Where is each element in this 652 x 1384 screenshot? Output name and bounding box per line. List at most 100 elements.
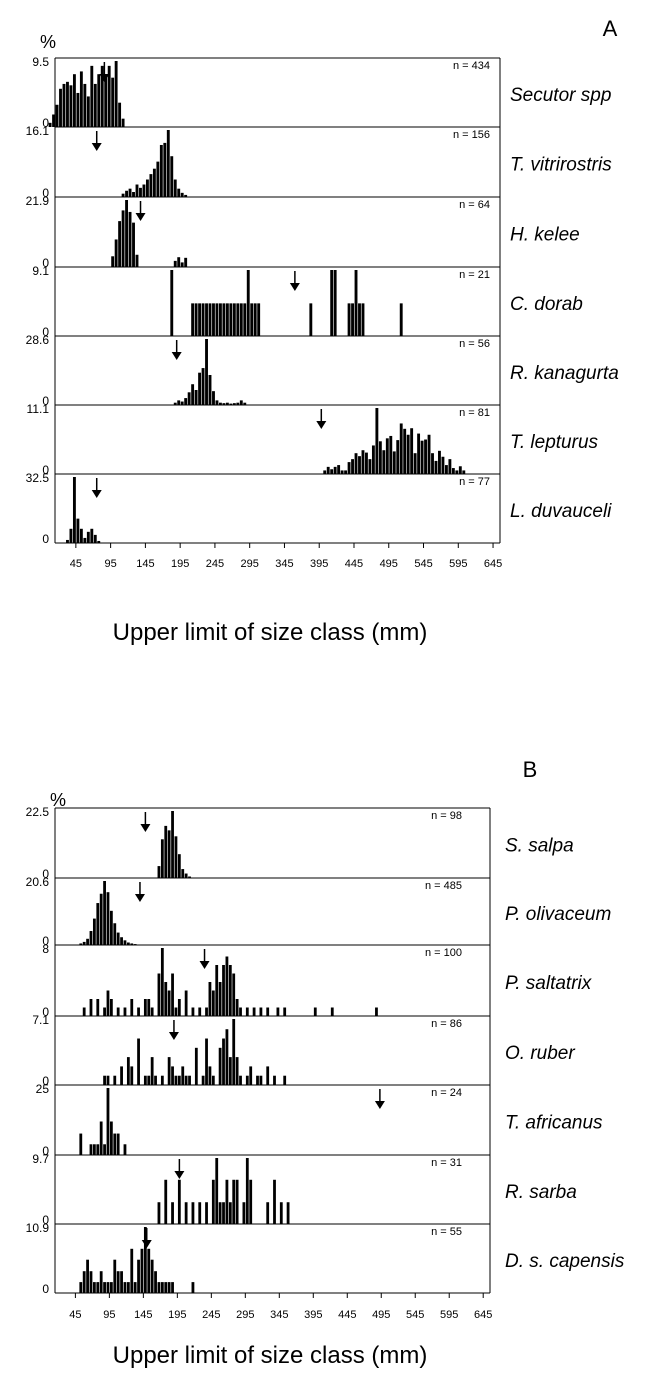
- subplot-t-africanus: 25 0 n = 24 T. africanus: [36, 1082, 603, 1158]
- x-tick-label: 445: [338, 1309, 356, 1321]
- bar: [160, 839, 164, 878]
- bar: [116, 1007, 120, 1016]
- subplot-l-duvauceli: 32.5 0 n = 77 L. duvauceli: [26, 471, 613, 546]
- bar: [177, 999, 181, 1016]
- bar: [83, 537, 87, 543]
- sample-size-label: n = 156: [453, 129, 490, 141]
- bar: [441, 456, 445, 474]
- bar: [121, 193, 125, 197]
- bar: [171, 1282, 174, 1293]
- bar: [218, 402, 222, 405]
- x-tick-label: 445: [345, 558, 363, 570]
- bar: [118, 102, 122, 127]
- bar: [121, 118, 125, 127]
- bar: [103, 1075, 106, 1085]
- bar: [130, 999, 134, 1016]
- subplot-r-sarba: 9.7 0 n = 31 R. sarba: [32, 1152, 577, 1227]
- bar: [330, 1007, 334, 1016]
- bar: [96, 1282, 100, 1293]
- bar: [191, 384, 195, 405]
- species-label: Secutor spp: [510, 85, 611, 106]
- bar: [104, 77, 108, 127]
- bar: [123, 1007, 127, 1016]
- bar: [103, 881, 106, 945]
- bar: [232, 303, 236, 336]
- x-tick-label: 145: [134, 1309, 152, 1321]
- bar: [86, 1259, 89, 1293]
- bar: [89, 1144, 93, 1155]
- bar: [126, 1057, 130, 1085]
- bar: [188, 1075, 191, 1085]
- bar: [76, 518, 80, 543]
- bar: [354, 453, 358, 474]
- y-min-label: 0: [42, 394, 49, 408]
- bar: [86, 531, 90, 543]
- bar: [149, 174, 153, 197]
- bar: [375, 408, 379, 474]
- bar: [382, 450, 386, 474]
- bar: [259, 1007, 263, 1016]
- bar: [109, 999, 113, 1016]
- bar: [218, 303, 222, 336]
- bar: [184, 398, 188, 405]
- bar: [208, 303, 212, 336]
- y-min-label: 0: [42, 1005, 49, 1019]
- bar: [86, 938, 89, 945]
- bar: [239, 1075, 242, 1085]
- bar: [438, 450, 441, 474]
- bar: [147, 1248, 151, 1293]
- bar: [92, 1282, 96, 1293]
- x-tick-label: 645: [474, 1309, 492, 1321]
- bar: [79, 528, 83, 543]
- species-label: L. duvauceli: [510, 501, 612, 522]
- bar: [120, 937, 123, 945]
- species-label: P. olivaceum: [505, 904, 611, 925]
- bar: [128, 188, 132, 197]
- bar: [69, 85, 73, 127]
- bar: [245, 1158, 249, 1224]
- bar: [365, 452, 368, 474]
- y-max-label: 7.1: [32, 1013, 49, 1027]
- y-max-label: 32.5: [26, 471, 50, 485]
- bar: [174, 836, 178, 878]
- sample-size-label: n = 485: [425, 880, 462, 892]
- bar: [137, 1259, 140, 1293]
- bar: [62, 83, 66, 127]
- y-min-label: 0: [42, 256, 49, 270]
- y-max-label: 20.6: [26, 875, 50, 889]
- bar: [201, 1075, 205, 1085]
- bar: [410, 428, 414, 474]
- sample-size-label: n = 81: [459, 407, 490, 419]
- bar: [417, 433, 421, 474]
- bar: [147, 1075, 151, 1085]
- sample-size-label: n = 64: [459, 199, 490, 211]
- bar: [135, 184, 139, 197]
- panel-b-percent-label: %: [50, 790, 66, 810]
- bar: [170, 156, 174, 197]
- bar: [399, 303, 403, 336]
- bar: [125, 200, 129, 267]
- bar: [266, 1066, 270, 1085]
- bar: [72, 74, 76, 127]
- bar: [79, 1133, 83, 1155]
- bar: [171, 1202, 174, 1224]
- y-max-label: 9.7: [32, 1152, 49, 1166]
- bar: [123, 940, 127, 945]
- bar: [89, 999, 93, 1016]
- bar: [180, 262, 184, 267]
- x-tick-label: 345: [270, 1309, 288, 1321]
- bar: [211, 1075, 215, 1085]
- bar: [344, 470, 348, 474]
- bar: [232, 403, 236, 405]
- bar: [184, 194, 188, 197]
- bar: [198, 1007, 202, 1016]
- bar: [79, 71, 83, 127]
- bar: [392, 451, 396, 474]
- bar: [143, 999, 147, 1016]
- bar: [245, 1007, 249, 1016]
- bar: [171, 1066, 174, 1085]
- bar: [371, 445, 375, 474]
- bar: [225, 402, 229, 405]
- bar: [59, 88, 62, 127]
- bar: [130, 943, 134, 945]
